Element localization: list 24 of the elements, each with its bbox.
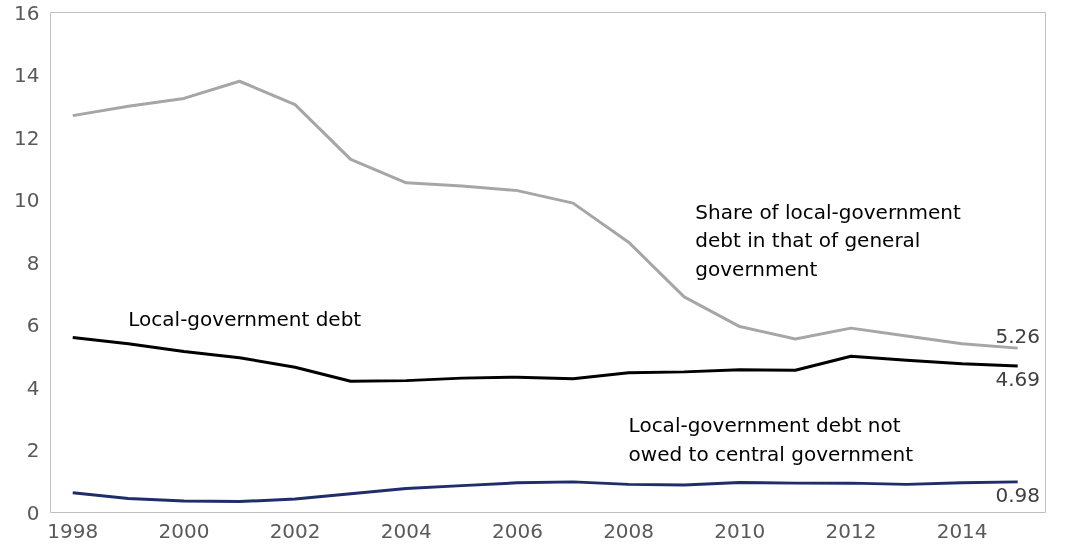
y-tick-label: 10 bbox=[14, 188, 40, 212]
data-label: 5.26 bbox=[995, 324, 1040, 349]
x-tick-label: 2008 bbox=[603, 518, 655, 543]
x-tick-label: 2004 bbox=[380, 518, 432, 543]
data-label: 0.98 bbox=[995, 483, 1040, 508]
x-tick-label: 2014 bbox=[936, 518, 988, 543]
data-label: 4.69 bbox=[995, 367, 1040, 392]
y-tick-label: 2 bbox=[26, 438, 40, 462]
series-label: Local-government debt bbox=[128, 307, 362, 332]
x-tick-label: 2002 bbox=[269, 518, 321, 543]
y-tick-label: 14 bbox=[14, 63, 40, 87]
x-tick-label: 1998 bbox=[47, 518, 99, 543]
x-tick-label: 2010 bbox=[714, 518, 766, 543]
series-label: Share of local-government debt in that of general government bbox=[695, 199, 961, 282]
y-tick-label: 4 bbox=[26, 375, 40, 400]
y-tick-label: 0 bbox=[26, 500, 40, 525]
y-tick-label: 16 bbox=[14, 0, 40, 25]
x-tick-label: 2006 bbox=[491, 518, 543, 543]
x-tick-label: 2012 bbox=[825, 518, 877, 543]
x-tick-label: 2000 bbox=[158, 518, 210, 543]
y-tick-label: 8 bbox=[26, 250, 40, 275]
y-tick-label: 6 bbox=[26, 313, 40, 337]
series-label: Local-government debt not owed to central government bbox=[628, 412, 914, 466]
y-tick-label: 12 bbox=[14, 125, 40, 150]
